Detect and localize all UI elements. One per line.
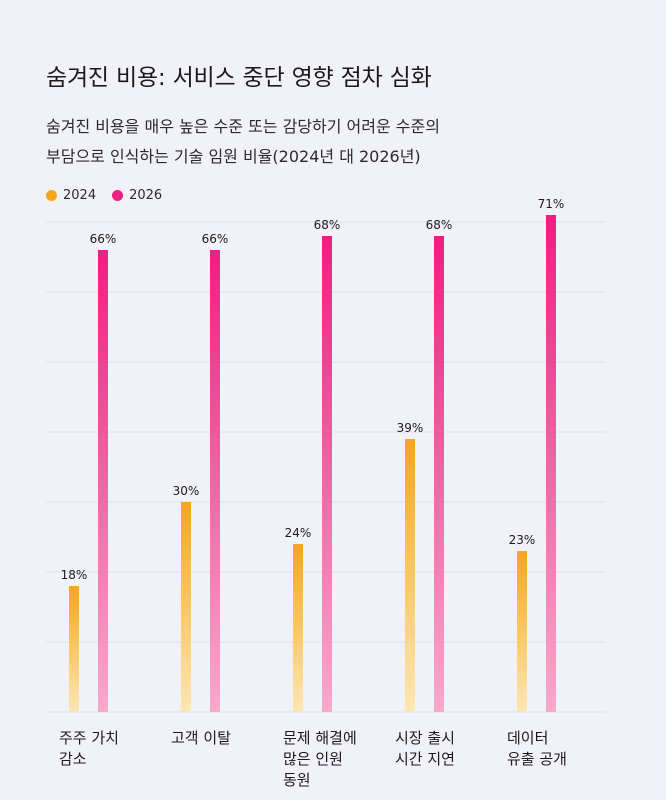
- category-label-line: 감소: [59, 750, 87, 768]
- category-label-line: 유출 공개: [507, 750, 567, 768]
- value-labels: 18% 66% 30% 66% 24% 68% 39% 68% 23% 71%: [61, 197, 565, 582]
- bar-2026-0: [98, 250, 108, 712]
- value-label-2024-2: 24%: [285, 526, 312, 540]
- bar-2024-0: [69, 586, 79, 712]
- value-label-2024-1: 30%: [173, 484, 200, 498]
- value-label-2026-2: 68%: [314, 218, 341, 232]
- legend: 2024 2026: [46, 188, 162, 203]
- category-label-line: 문제 해결에: [283, 729, 357, 747]
- category-label-line: 동원: [283, 771, 311, 789]
- bar-2026-2: [322, 236, 332, 712]
- bar-2026-4: [546, 215, 556, 712]
- category-label-line: 데이터: [507, 729, 549, 747]
- bar-2024-4: [517, 551, 527, 712]
- legend-label-2026: 2026: [129, 188, 163, 203]
- subtitle-line-1: 숨겨진 비용을 매우 높은 수준 또는 감당하기 어려운 수준의: [46, 117, 440, 136]
- value-label-2024-4: 23%: [509, 533, 536, 547]
- value-label-2026-0: 66%: [90, 232, 117, 246]
- value-label-2024-0: 18%: [61, 568, 88, 582]
- legend-item-2024: 2024: [46, 188, 96, 203]
- category-label-line: 주주 가치: [59, 729, 119, 747]
- bar-2024-1: [181, 502, 191, 712]
- value-label-2024-3: 39%: [397, 421, 424, 435]
- category-label-line: 고객 이탈: [171, 729, 231, 747]
- legend-label-2024: 2024: [63, 188, 97, 203]
- bar-2026-1: [210, 250, 220, 712]
- category-label-line: 시장 출시: [395, 729, 455, 747]
- value-label-2026-4: 71%: [538, 197, 565, 211]
- legend-item-2026: 2026: [112, 188, 162, 203]
- value-label-2026-1: 66%: [202, 232, 229, 246]
- bar-2024-2: [293, 544, 303, 712]
- chart-subtitle: 숨겨진 비용을 매우 높은 수준 또는 감당하기 어려운 수준의 부담으로 인식…: [46, 112, 606, 172]
- value-label-2026-3: 68%: [426, 218, 453, 232]
- bar-2026-3: [434, 236, 444, 712]
- category-label-line: 많은 인원: [283, 750, 343, 768]
- category-label-1: 고객 이탈: [171, 728, 281, 749]
- legend-dot-2026: [112, 190, 124, 201]
- legend-dot-2024: [46, 190, 57, 201]
- subtitle-line-2: 부담으로 인식하는 기술 임원 비율(2024년 대 2026년): [46, 147, 421, 166]
- bars: [69, 215, 556, 712]
- category-label-line: 시간 지연: [395, 750, 455, 768]
- bar-2024-3: [405, 439, 415, 712]
- chart-title: 숨겨진 비용: 서비스 중단 영향 점차 심화: [46, 65, 432, 91]
